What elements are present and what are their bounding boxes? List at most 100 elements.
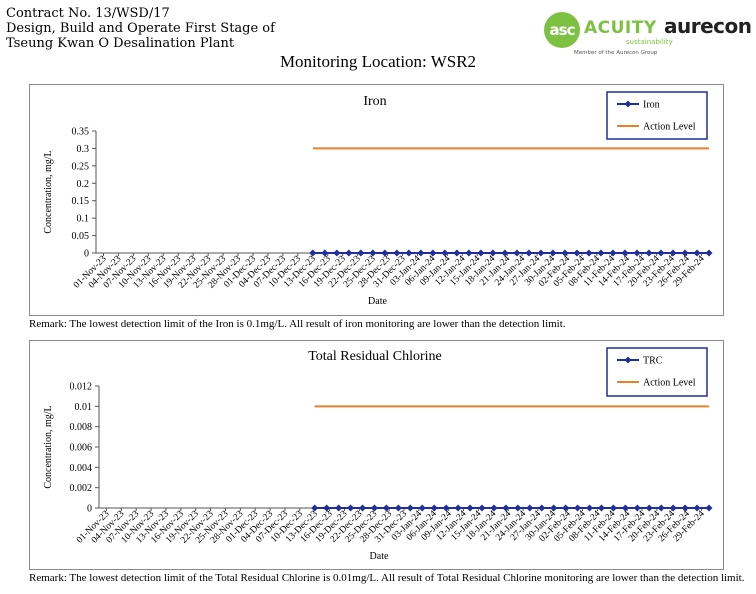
- data-point: [381, 249, 389, 257]
- data-point: [357, 249, 365, 257]
- data-point: [573, 249, 581, 257]
- data-point: [693, 249, 701, 257]
- data-point: [441, 249, 449, 257]
- data-point: [562, 504, 570, 512]
- y-tick-label: 0.006: [70, 443, 93, 454]
- data-point: [513, 249, 521, 257]
- data-point: [693, 504, 701, 512]
- data-point: [454, 504, 462, 512]
- data-point: [442, 504, 450, 512]
- x-axis-label: Date: [370, 551, 389, 562]
- data-point: [669, 249, 677, 257]
- data-point: [406, 504, 414, 512]
- data-point: [609, 249, 617, 257]
- legend-marker: [624, 356, 632, 364]
- data-point: [490, 504, 498, 512]
- data-point: [645, 504, 653, 512]
- trc-chart: Total Residual Chlorine 0 0.002 0.004 0.006 0…: [29, 340, 724, 570]
- y-tick-label: 0.01: [75, 402, 93, 413]
- data-point: [489, 249, 497, 257]
- data-point: [621, 249, 629, 257]
- data-point: [394, 504, 402, 512]
- acuity-name: ACUITY: [584, 18, 657, 38]
- data-point: [561, 249, 569, 257]
- data-point: [585, 249, 593, 257]
- data-point: [369, 249, 377, 257]
- data-point: [430, 504, 438, 512]
- data-point: [574, 504, 582, 512]
- y-tick-label: 0.012: [70, 382, 93, 393]
- data-point: [333, 249, 341, 257]
- legend-label: Iron: [643, 100, 660, 111]
- data-point: [478, 504, 486, 512]
- chart-title: Total Residual Chlorine: [308, 349, 442, 364]
- iron-remark: Remark: The lowest detection limit of th…: [29, 318, 566, 330]
- y-tick-label: 0.004: [70, 463, 93, 474]
- data-point: [525, 249, 533, 257]
- data-point: [549, 249, 557, 257]
- data-point: [705, 504, 713, 512]
- y-tick-label: 0.008: [70, 422, 93, 433]
- acuity-member-text: Member of the Aurecon Group: [574, 50, 658, 56]
- legend-box: [606, 347, 708, 397]
- data-point: [345, 249, 353, 257]
- data-point: [681, 249, 689, 257]
- data-point: [359, 504, 367, 512]
- data-point: [633, 504, 641, 512]
- data-point: [370, 504, 378, 512]
- data-point: [657, 249, 665, 257]
- y-tick-label: 0.1: [77, 214, 90, 225]
- data-point: [418, 504, 426, 512]
- y-tick-label: 0.002: [70, 483, 93, 494]
- project-line-2: Tseung Kwan O Desalination Plant: [6, 36, 235, 51]
- y-axis-label: Concentration, mg/L: [43, 405, 54, 488]
- data-point: [465, 249, 473, 257]
- report-header: Contract No. 13/WSD/17 Design, Build and…: [6, 6, 275, 51]
- legend-box: [606, 91, 708, 140]
- data-point: [405, 249, 413, 257]
- y-tick-label: 0: [87, 504, 92, 515]
- data-point: [382, 504, 390, 512]
- data-point: [609, 504, 617, 512]
- data-point: [311, 504, 319, 512]
- y-axis-label: Concentration, mg/L: [43, 150, 54, 233]
- acuity-logo: asc ACUITY sustainability Member of the …: [544, 10, 673, 58]
- y-tick-label: 0: [84, 249, 89, 260]
- data-point: [309, 249, 317, 257]
- data-point: [453, 249, 461, 257]
- trc-remark: Remark: The lowest detection limit of th…: [29, 572, 745, 584]
- y-tick-label: 0.2: [77, 179, 90, 190]
- y-tick-label: 0.3: [77, 144, 90, 155]
- data-point: [501, 249, 509, 257]
- data-point: [633, 249, 641, 257]
- data-point: [502, 504, 510, 512]
- data-point: [586, 504, 594, 512]
- data-point: [550, 504, 558, 512]
- y-tick-label: 0.05: [72, 231, 90, 242]
- legend-marker: [624, 100, 632, 108]
- data-point: [621, 504, 629, 512]
- acuity-subtitle: sustainability: [626, 38, 673, 46]
- data-point: [538, 504, 546, 512]
- data-point: [417, 249, 425, 257]
- iron-chart: Iron 0 0.05 0.1 0.15 0.2 0.25 0.3 0.35 Concentrat…: [29, 84, 724, 316]
- legend-label: Action Level: [643, 122, 696, 133]
- y-tick-label: 0.15: [72, 196, 90, 207]
- data-point: [597, 504, 605, 512]
- data-point: [645, 249, 653, 257]
- aurecon-logo: aurecon: [664, 14, 752, 38]
- data-point: [321, 249, 329, 257]
- y-tick-label: 0.25: [72, 161, 90, 172]
- legend-label: TRC: [643, 356, 663, 367]
- chart-title: Iron: [363, 94, 386, 109]
- data-point: [657, 504, 665, 512]
- data-point: [526, 504, 534, 512]
- data-point: [537, 249, 545, 257]
- legend-label: Action Level: [643, 378, 696, 389]
- acuity-mark-icon: asc: [544, 12, 580, 48]
- data-point: [705, 249, 713, 257]
- y-tick-label: 0.35: [72, 127, 90, 138]
- data-point: [323, 504, 331, 512]
- data-point: [669, 504, 677, 512]
- project-line-1: Design, Build and Operate First Stage of: [6, 21, 275, 36]
